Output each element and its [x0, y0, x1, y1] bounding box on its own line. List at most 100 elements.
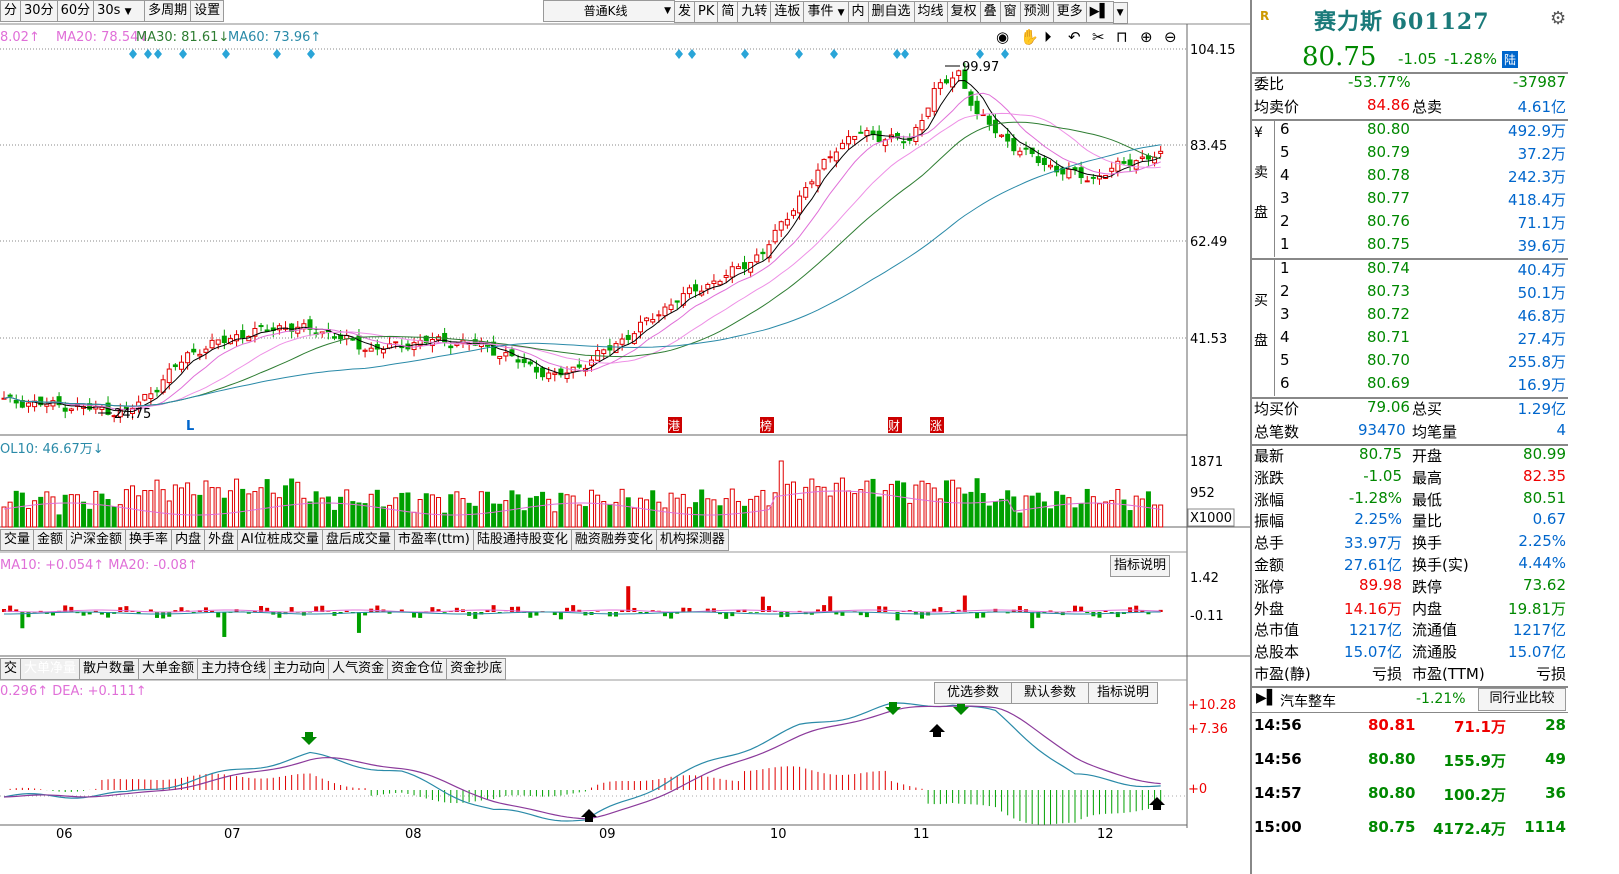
- best-params-button[interactable]: 优选参数: [934, 682, 1013, 704]
- zoom-in-icon[interactable]: ⊕: [1140, 28, 1153, 46]
- event-diamond[interactable]: [893, 49, 901, 59]
- ind1-bar: [834, 612, 839, 615]
- volume-bar: [387, 504, 393, 528]
- volume-bar: [405, 492, 411, 528]
- default-params-button[interactable]: 默认参数: [1011, 682, 1090, 704]
- period-30min-button[interactable]: 30分: [20, 0, 58, 22]
- order-price: 80.77: [1367, 189, 1410, 207]
- tick-volume: 100.2万: [1443, 786, 1506, 804]
- industry-compare-button[interactable]: 同行业比较: [1478, 688, 1566, 711]
- settings-gear-icon[interactable]: ⚙: [1550, 8, 1567, 29]
- event-diamond[interactable]: [830, 49, 838, 59]
- fund-tab[interactable]: 散户数量: [79, 658, 140, 680]
- event-diamond[interactable]: [675, 49, 683, 59]
- fund-tab[interactable]: 人气资金: [328, 658, 389, 680]
- candle-body: [576, 364, 582, 368]
- event-diamond[interactable]: [179, 49, 187, 59]
- indicator-tab[interactable]: 金额: [33, 529, 68, 551]
- toolbar-fa-button[interactable]: 发: [674, 1, 696, 23]
- candle-body: [778, 221, 784, 231]
- event-diamond[interactable]: [154, 49, 162, 59]
- eye-icon[interactable]: ◉: [996, 28, 1009, 46]
- period-60min-button[interactable]: 60分: [56, 0, 95, 22]
- indicator-tab[interactable]: 内盘: [171, 529, 206, 551]
- fund-tab[interactable]: 主力持仓线: [197, 658, 271, 680]
- volume-bar: [484, 491, 490, 528]
- weibi-value: -53.77%: [1348, 73, 1411, 91]
- kline-chart[interactable]: 104.15 83.45 62.49 41.53 99.97 24.75 L 港…: [0, 0, 1250, 874]
- indicator-tab[interactable]: 机构探测器: [655, 529, 729, 551]
- order-row: 1 80.74 40.4万: [1252, 259, 1568, 282]
- ind1-bar: [1079, 606, 1084, 612]
- toolbar-window-button[interactable]: 窗: [999, 1, 1021, 23]
- indicator-tab[interactable]: 交量: [0, 529, 35, 551]
- event-diamond[interactable]: [222, 49, 230, 59]
- ind1-help-button[interactable]: 指标说明: [1110, 555, 1171, 577]
- toolbar-more-button[interactable]: 更多: [1052, 1, 1087, 23]
- event-tag-gang-label: 港: [668, 419, 680, 433]
- fund-tab[interactable]: 交: [0, 658, 22, 680]
- expand-icon[interactable]: ▶▌: [1085, 1, 1114, 23]
- event-diamond[interactable]: [273, 49, 281, 59]
- volume-bar: [1109, 499, 1115, 528]
- hand-icon[interactable]: ✋: [1020, 28, 1039, 46]
- event-diamond[interactable]: [129, 49, 137, 59]
- indicator-tab[interactable]: 换手率: [125, 529, 173, 551]
- volume-bar: [301, 497, 307, 528]
- indicator-tab[interactable]: 融资融券变化: [570, 529, 657, 551]
- toolbar-ma-button[interactable]: 均线: [913, 1, 948, 23]
- event-diamond[interactable]: [976, 49, 984, 59]
- ind1-bar: [644, 612, 649, 614]
- event-diamond[interactable]: [688, 49, 696, 59]
- candle-body: [607, 345, 613, 351]
- volume-bar: [821, 486, 827, 528]
- ind2-help-button[interactable]: 指标说明: [1088, 682, 1159, 704]
- indicator-tab[interactable]: 沪深金额: [66, 529, 127, 551]
- ind1-bar: [681, 607, 686, 612]
- event-tag-gang[interactable]: [668, 417, 682, 433]
- fund-tab[interactable]: 大单金额: [138, 658, 199, 680]
- fund-tab[interactable]: 主力动向: [269, 658, 330, 680]
- volume-bar: [178, 487, 184, 528]
- event-diamond[interactable]: [901, 49, 909, 59]
- toolbar-delete-fav-button[interactable]: 删自选: [867, 1, 915, 23]
- event-diamond[interactable]: [795, 49, 803, 59]
- toolbar-event-button[interactable]: 事件 ▼: [803, 1, 849, 23]
- toolbar-lianban-button[interactable]: 连板: [770, 1, 805, 23]
- volume-bar: [289, 478, 295, 528]
- ind1-bar: [106, 612, 111, 618]
- settings-button[interactable]: 设置: [190, 0, 225, 22]
- event-diamond[interactable]: [741, 49, 749, 59]
- scissors-icon[interactable]: ✂: [1092, 28, 1105, 46]
- volume-bar: [699, 489, 705, 528]
- zoom-out-icon[interactable]: ⊖: [1164, 28, 1177, 46]
- event-diamond[interactable]: [307, 49, 315, 59]
- volume-bar: [497, 503, 503, 528]
- play-icon[interactable]: ⏵: [1044, 28, 1052, 46]
- ind1-bar: [736, 610, 741, 612]
- indicator-tab[interactable]: 外盘: [204, 529, 239, 551]
- fund-tab[interactable]: 资金仓位: [387, 658, 448, 680]
- order-price: 80.72: [1367, 305, 1410, 323]
- event-tag-zhang[interactable]: [930, 417, 944, 433]
- sector-arrow-icon[interactable]: ▶▌: [1256, 690, 1278, 706]
- sector-name[interactable]: 汽车整车: [1280, 694, 1336, 710]
- indicator-tab[interactable]: 陆股通持股变化: [472, 529, 572, 551]
- indicator-tab[interactable]: 盘后成交量: [321, 529, 395, 551]
- ind1-bar: [675, 612, 680, 614]
- event-diamond[interactable]: [1001, 49, 1009, 59]
- ind1-bar: [620, 610, 625, 612]
- multi-period-button[interactable]: 多周期: [144, 0, 192, 22]
- volume-bar: [827, 495, 833, 528]
- undo-icon[interactable]: ↶: [1068, 28, 1081, 46]
- fund-tab[interactable]: 大单净量: [20, 658, 81, 680]
- lock-icon[interactable]: ⊓: [1116, 28, 1128, 46]
- event-diamond[interactable]: [144, 49, 152, 59]
- indicator-tab[interactable]: 市盈率(ttm): [393, 529, 474, 551]
- event-tag-bang[interactable]: [760, 417, 774, 433]
- fund-tab[interactable]: 资金抄底: [446, 658, 507, 680]
- event-tag-cai[interactable]: [888, 417, 902, 433]
- period-30s-button[interactable]: 30s ▼: [93, 0, 146, 22]
- toolbar-overlay-button[interactable]: 叠: [979, 1, 1001, 23]
- indicator-tab[interactable]: AI位桩成交量: [237, 529, 323, 551]
